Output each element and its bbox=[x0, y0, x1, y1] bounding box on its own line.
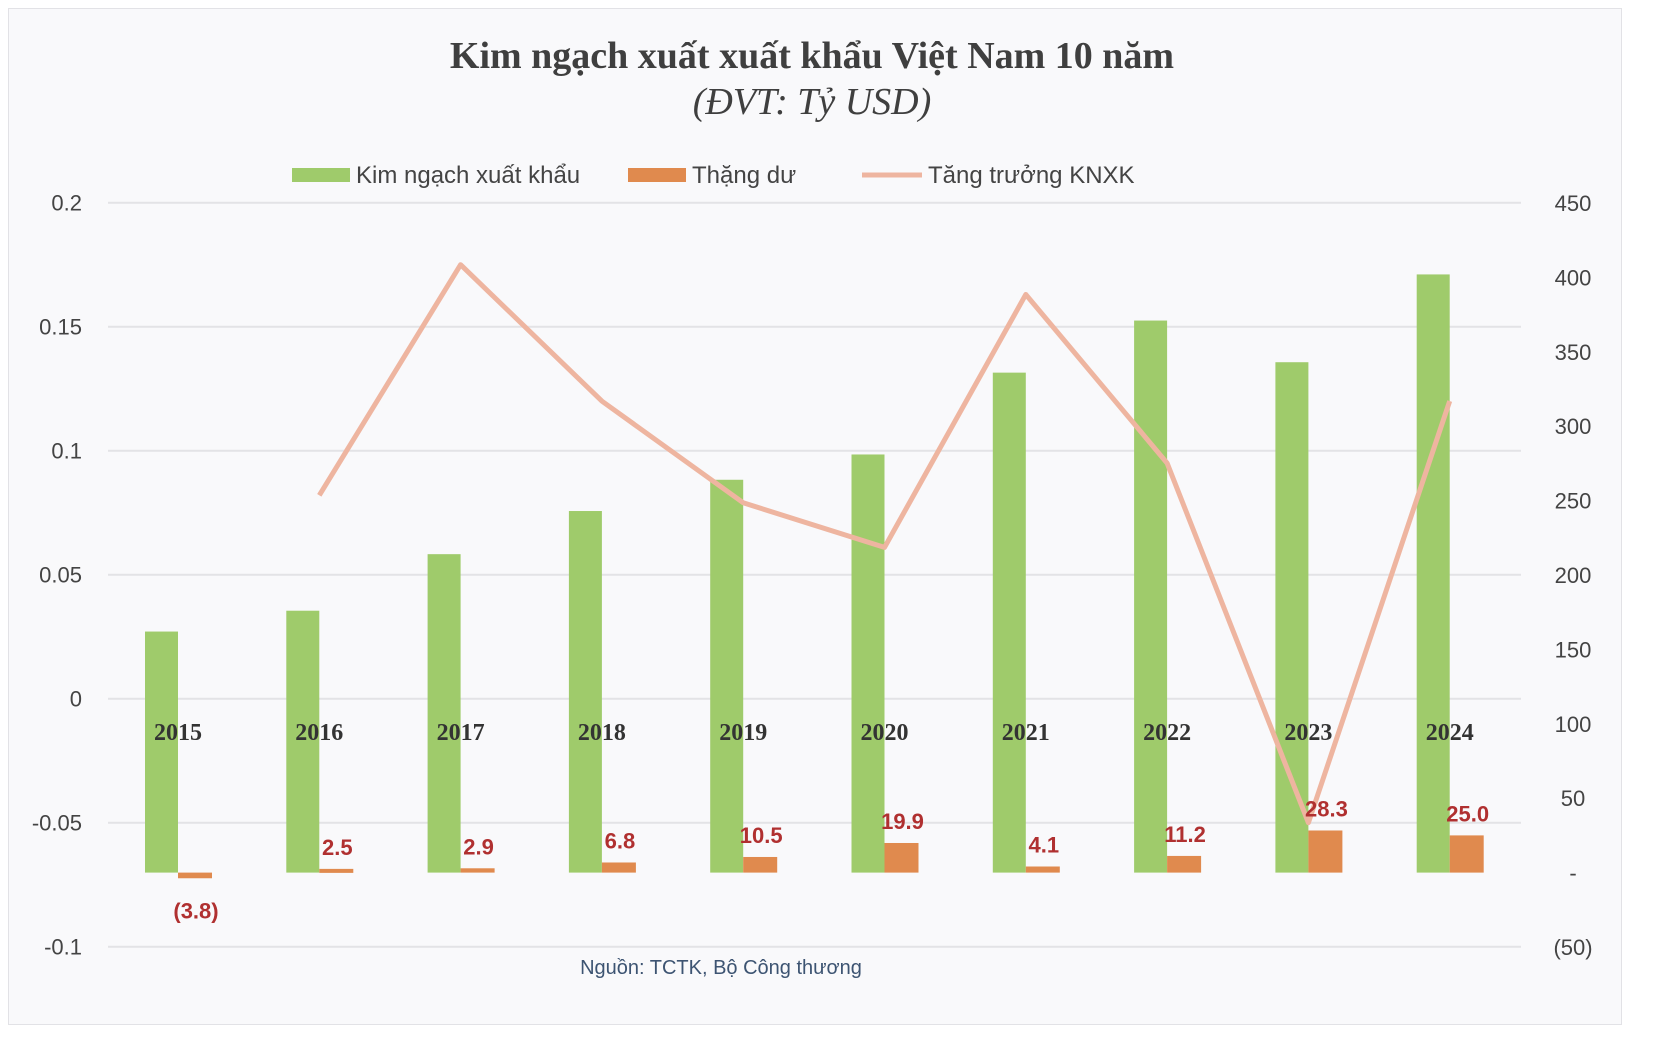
left-axis-tick: 0.2 bbox=[51, 191, 82, 216]
bar-surplus-2015 bbox=[178, 872, 212, 879]
bar-surplus-2018 bbox=[601, 862, 636, 873]
category-label: 2024 bbox=[1426, 720, 1474, 746]
chart-frame bbox=[8, 8, 1622, 1025]
right-axis-tick: 250 bbox=[1555, 489, 1592, 514]
category-label: 2023 bbox=[1284, 720, 1332, 746]
bar-export-2024 bbox=[1416, 274, 1450, 873]
surplus-data-label: 4.1 bbox=[1029, 832, 1060, 857]
left-axis-tick: 0.1 bbox=[51, 439, 82, 464]
bar-surplus-2022 bbox=[1167, 855, 1202, 873]
legend-growth: Tăng trưởng KNXK bbox=[928, 162, 1135, 189]
surplus-data-label: 11.2 bbox=[1164, 822, 1206, 847]
category-label: 2019 bbox=[719, 720, 767, 746]
legend-swatch-surplus bbox=[628, 168, 686, 182]
bar-surplus-2020 bbox=[884, 842, 919, 873]
right-axis-tick: 50 bbox=[1561, 786, 1585, 811]
surplus-data-label: 2.5 bbox=[322, 835, 353, 860]
bar-surplus-2024 bbox=[1449, 835, 1484, 873]
right-axis-tick: 450 bbox=[1555, 191, 1592, 216]
right-axis-tick: 100 bbox=[1555, 712, 1592, 737]
bar-surplus-2019 bbox=[743, 856, 778, 873]
category-label: 2022 bbox=[1143, 720, 1191, 746]
surplus-data-label: 19.9 bbox=[881, 809, 924, 834]
category-label: 2017 bbox=[437, 720, 485, 746]
bar-export-2022 bbox=[1134, 320, 1168, 873]
left-axis-tick: 0 bbox=[70, 687, 82, 712]
bar-export-2019 bbox=[710, 479, 744, 873]
bar-export-2023 bbox=[1275, 362, 1309, 873]
surplus-data-label: 2.9 bbox=[463, 834, 494, 859]
chart-title: Kim ngạch xuất xuất khẩu Việt Nam 10 năm bbox=[450, 35, 1174, 77]
bar-export-2021 bbox=[992, 372, 1026, 873]
right-axis-tick: - bbox=[1569, 861, 1576, 886]
bar-surplus-2021 bbox=[1025, 866, 1060, 873]
right-axis-tick: 300 bbox=[1555, 414, 1592, 439]
bar-surplus-2016 bbox=[319, 868, 354, 873]
bar-export-2015 bbox=[145, 631, 178, 873]
category-label: 2021 bbox=[1002, 720, 1050, 746]
right-axis-tick: 400 bbox=[1555, 265, 1592, 290]
category-label: 2020 bbox=[861, 720, 909, 746]
right-axis-tick: (50) bbox=[1553, 935, 1592, 960]
bar-surplus-2023 bbox=[1308, 830, 1343, 873]
bar-export-2016 bbox=[286, 610, 320, 873]
surplus-data-label: 28.3 bbox=[1305, 796, 1348, 821]
left-axis-tick: 0.05 bbox=[39, 563, 82, 588]
bar-export-2017 bbox=[427, 554, 461, 873]
right-axis-tick: 350 bbox=[1555, 340, 1592, 365]
bar-export-2018 bbox=[568, 511, 602, 873]
category-label: 2015 bbox=[154, 720, 202, 746]
surplus-data-label: (3.8) bbox=[173, 898, 218, 923]
source-note: Nguồn: TCTK, Bộ Công thương bbox=[580, 957, 862, 979]
surplus-data-label: 10.5 bbox=[740, 823, 783, 848]
legend-swatch-export bbox=[292, 168, 350, 182]
left-axis-tick: 0.15 bbox=[39, 315, 82, 340]
surplus-data-label: 25.0 bbox=[1446, 801, 1489, 826]
right-axis-tick: 150 bbox=[1555, 637, 1592, 662]
left-axis-tick: -0.05 bbox=[32, 811, 82, 836]
surplus-data-label: 6.8 bbox=[605, 828, 636, 853]
category-label: 2016 bbox=[295, 720, 343, 746]
bar-surplus-2017 bbox=[460, 868, 495, 873]
legend-surplus: Thặng dư bbox=[692, 162, 796, 189]
chart-subtitle: (ĐVT: Tỷ USD) bbox=[693, 81, 932, 123]
bar-export-2020 bbox=[851, 454, 885, 873]
right-axis-tick: 200 bbox=[1555, 563, 1592, 588]
category-label: 2018 bbox=[578, 720, 626, 746]
left-axis-tick: -0.1 bbox=[44, 935, 82, 960]
legend-export: Kim ngạch xuất khẩu bbox=[356, 162, 580, 189]
